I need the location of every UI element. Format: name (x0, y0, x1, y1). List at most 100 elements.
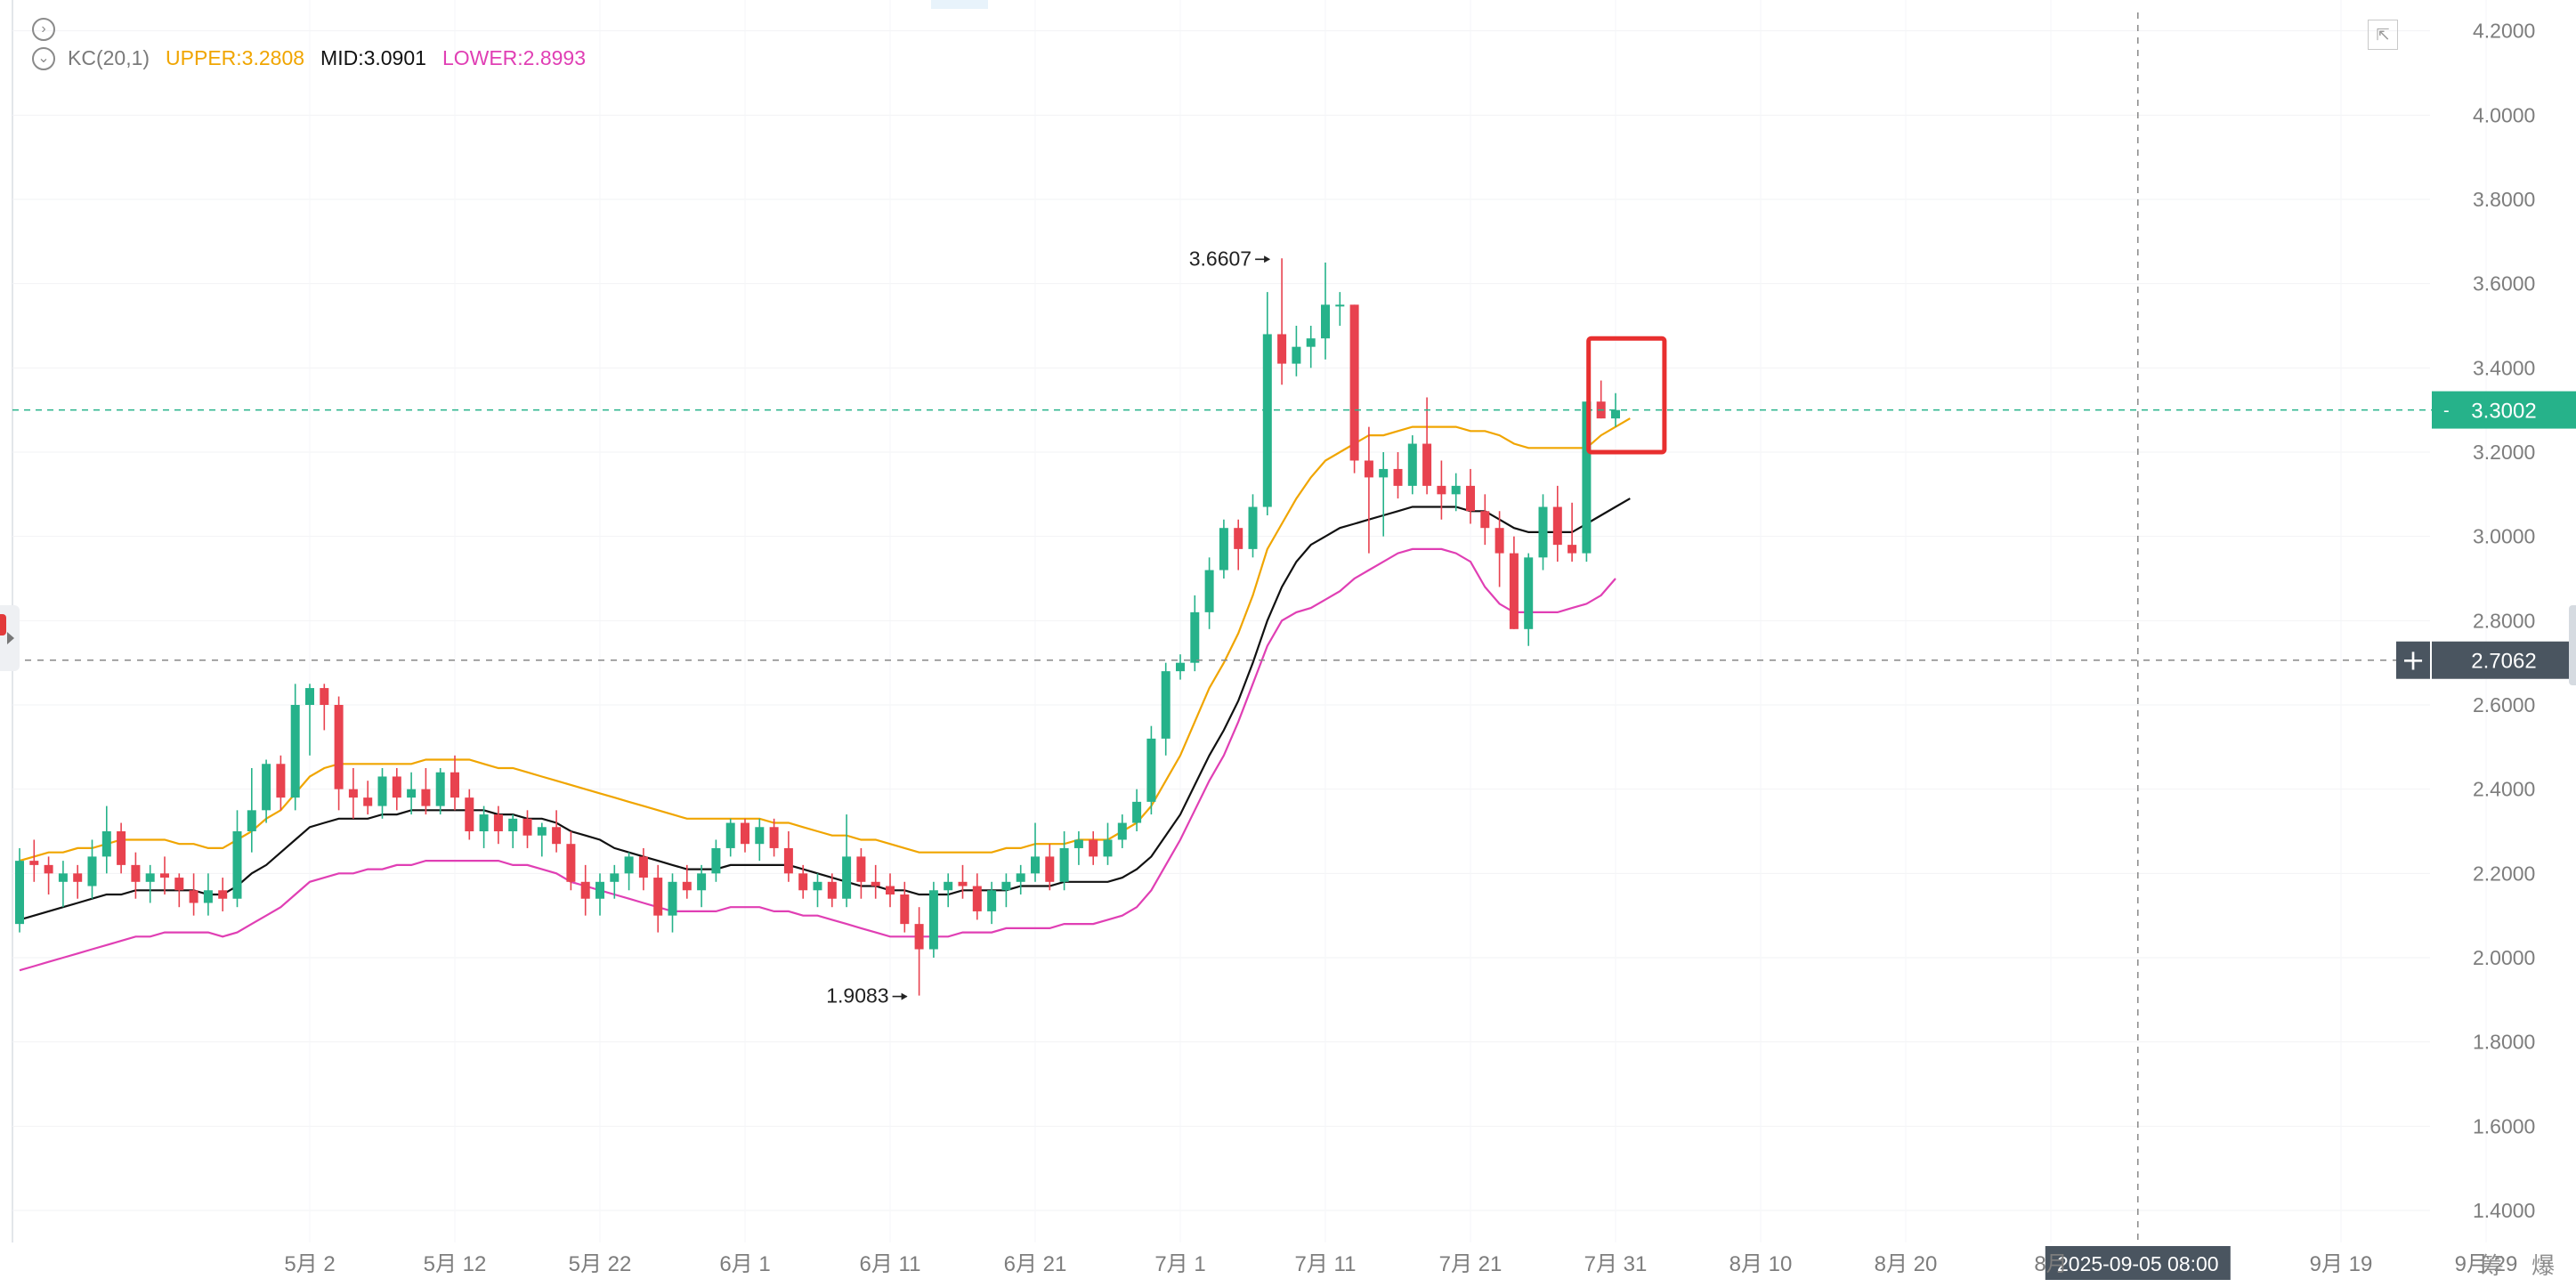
keltner-channel (19, 417, 1631, 972)
candle (15, 847, 24, 933)
candle (1161, 662, 1171, 756)
candle-body (522, 818, 532, 836)
candle-body (1190, 611, 1200, 663)
candle-body (1407, 443, 1417, 486)
candle (1495, 511, 1504, 587)
candle-body (638, 856, 648, 878)
right-scrollbar[interactable] (2569, 605, 2576, 685)
y-tick-label: 2.0000 (2473, 946, 2535, 969)
candle (421, 768, 431, 815)
candle (783, 831, 793, 882)
candle-body (203, 890, 213, 903)
candle-body (1335, 304, 1345, 307)
candle-body (1582, 401, 1592, 554)
chevron-down-circle-icon[interactable]: ⌄ (32, 46, 55, 70)
candle (377, 768, 387, 819)
candle-body (262, 764, 271, 811)
candle-body (1073, 839, 1083, 848)
watermark: 筹 爆 (2480, 1252, 2565, 1279)
candle (1321, 263, 1330, 360)
band-mid (19, 498, 1631, 921)
candle (58, 861, 68, 908)
extreme-arrowhead (1264, 255, 1271, 263)
candle-body (1146, 738, 1156, 802)
candle (305, 684, 314, 756)
highlight-box (1586, 336, 1667, 455)
candle-body (450, 772, 459, 798)
extreme-label: 3.6607 (1189, 247, 1252, 270)
mid-value: MID:3.0901 (320, 46, 426, 69)
candle (1538, 494, 1548, 571)
candle-body (1103, 839, 1113, 857)
candle-body (1059, 847, 1069, 882)
left-alert-marker (0, 614, 6, 635)
candle-body (1117, 822, 1127, 840)
grid (12, 0, 2487, 1242)
y-tick-label: 3.4000 (2473, 356, 2535, 379)
candle (363, 781, 373, 815)
price-axis[interactable]: 4.2000 4.0000 3.8000 3.6000 3.4000 3.2000 3.00… (2473, 20, 2535, 1222)
candle-body (334, 705, 344, 789)
candle-body (1132, 801, 1142, 823)
x-tick-label: 8月 20 (1875, 1252, 1938, 1276)
candle (131, 852, 141, 899)
candle (1277, 258, 1287, 385)
candle-body (1349, 304, 1359, 461)
candle (1176, 654, 1185, 680)
candle (218, 878, 228, 911)
candle (798, 864, 808, 899)
candle (1204, 557, 1214, 629)
candle (1451, 473, 1461, 512)
x-tick-label: 5月 12 (424, 1252, 487, 1276)
candle (465, 789, 474, 840)
candle-body (493, 814, 503, 831)
candle (1089, 831, 1098, 865)
candle-body (1567, 545, 1577, 554)
candle (1422, 397, 1432, 495)
y-tick-label: 3.8000 (2473, 188, 2535, 211)
candle-body (842, 856, 852, 899)
candle (1045, 844, 1055, 891)
candle-body (1234, 528, 1243, 549)
candle (320, 684, 329, 731)
y-tick-label: 4.0000 (2473, 103, 2535, 126)
candle (595, 873, 604, 916)
candle (1190, 595, 1200, 672)
candle (1393, 452, 1403, 499)
candle-body (711, 847, 721, 874)
candle-body (1552, 506, 1562, 546)
y-tick-label: 2.2000 (2473, 862, 2535, 885)
candle (624, 852, 634, 891)
candle-body (290, 705, 300, 798)
candle (117, 822, 126, 874)
candle-body (1248, 506, 1258, 549)
chevron-right-circle-icon[interactable]: › (32, 18, 55, 41)
candle (29, 839, 39, 882)
candle (262, 759, 271, 823)
candle-body (421, 789, 431, 806)
y-tick-label: 3.2000 (2473, 441, 2535, 464)
y-tick-label: 3.6000 (2473, 272, 2535, 295)
y-tick-label: 3.0000 (2473, 525, 2535, 548)
x-tick-label: 6月 1 (719, 1252, 770, 1276)
candle (1524, 553, 1534, 646)
candle (73, 864, 83, 899)
candle (290, 684, 300, 811)
expand-icon[interactable]: ⇱ (2368, 20, 2398, 50)
candle-body (189, 890, 198, 903)
candle-body (668, 881, 677, 916)
time-axis[interactable]: 5月 2 5月 12 5月 22 6月 1 6月 11 6月 21 7月 1 7月 11 7月 … (284, 1252, 2517, 1276)
candle (813, 873, 822, 908)
candle-body (769, 827, 779, 848)
indicator-name[interactable]: KC(20,1) (68, 46, 150, 69)
candle (987, 881, 997, 925)
candle (1567, 502, 1577, 563)
candle (1059, 831, 1069, 891)
candle-body (232, 831, 242, 899)
candle (1552, 485, 1562, 563)
candle-body (725, 822, 735, 848)
candle-body (813, 881, 822, 891)
candle-body (117, 831, 126, 865)
last-price-value: 3.3002 (2471, 400, 2536, 424)
